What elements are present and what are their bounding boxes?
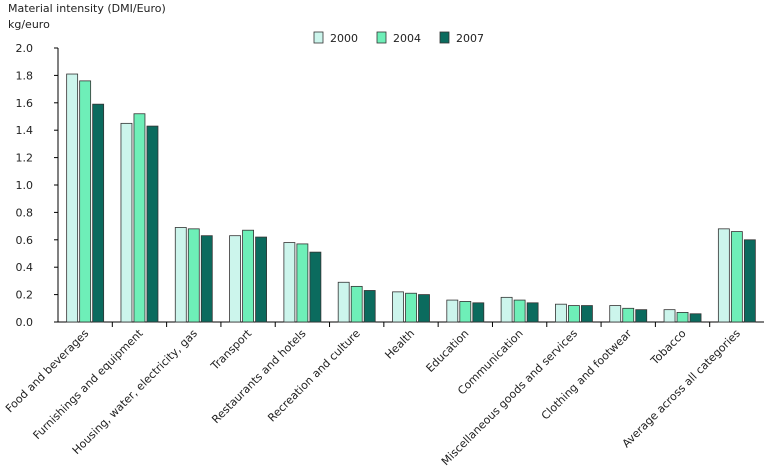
category-label: Restaurants and hotels bbox=[209, 327, 308, 426]
bar bbox=[350, 285, 363, 323]
y-axis-label-line2: kg/euro bbox=[8, 18, 50, 31]
bar bbox=[187, 228, 200, 323]
y-tick-label: 1.2 bbox=[16, 152, 34, 165]
bar bbox=[743, 239, 756, 323]
category-label: Education bbox=[424, 327, 472, 375]
legend-swatch bbox=[376, 31, 387, 44]
bar bbox=[689, 313, 702, 323]
bar bbox=[392, 291, 404, 323]
bar bbox=[242, 229, 254, 323]
bar bbox=[255, 236, 267, 323]
bar bbox=[405, 292, 417, 323]
bar bbox=[609, 305, 622, 323]
bar bbox=[568, 305, 580, 323]
y-tick-label: 1.6 bbox=[16, 97, 34, 110]
legend-swatch bbox=[439, 31, 450, 44]
bar bbox=[79, 80, 92, 323]
y-tick-label: 0.4 bbox=[16, 261, 34, 274]
bar bbox=[296, 243, 309, 323]
bar bbox=[717, 228, 730, 323]
bar bbox=[418, 294, 430, 323]
bar bbox=[229, 235, 241, 323]
y-tick-label: 1.4 bbox=[16, 124, 34, 137]
y-tick-label: 1.8 bbox=[16, 69, 34, 82]
y-tick-label: 2.0 bbox=[16, 42, 34, 55]
bar bbox=[200, 235, 213, 323]
legend-swatch bbox=[313, 31, 324, 44]
category-label: Recreation and culture bbox=[265, 327, 363, 425]
bar bbox=[146, 125, 159, 323]
category-label: Transport bbox=[208, 326, 255, 373]
bar bbox=[337, 281, 350, 323]
bar bbox=[730, 231, 743, 323]
bar bbox=[526, 302, 539, 323]
y-tick-label: 1.0 bbox=[16, 179, 34, 192]
y-tick-label: 0.8 bbox=[16, 206, 34, 219]
y-tick-label: 0.0 bbox=[16, 316, 34, 329]
bar bbox=[92, 103, 105, 323]
y-tick-label: 0.6 bbox=[16, 234, 34, 247]
bar bbox=[283, 242, 296, 323]
category-label: Clothing and footwear bbox=[539, 327, 635, 423]
legend-label: 2007 bbox=[456, 32, 484, 45]
bar bbox=[500, 296, 513, 323]
bar bbox=[459, 301, 472, 323]
bar bbox=[635, 309, 648, 323]
bars bbox=[66, 73, 756, 323]
bar bbox=[472, 302, 485, 323]
legend-label: 2000 bbox=[330, 32, 358, 45]
bar bbox=[363, 290, 376, 323]
bar bbox=[513, 299, 526, 323]
category-label: Furnishings and equipment bbox=[31, 326, 147, 442]
category-label: Tobacco bbox=[648, 327, 689, 368]
bar bbox=[174, 227, 187, 323]
y-tick-label: 0.2 bbox=[16, 289, 34, 302]
category-label: Health bbox=[382, 327, 417, 362]
legend: 2000 2004 2007 bbox=[313, 31, 484, 45]
bar bbox=[120, 122, 133, 323]
bar bbox=[309, 251, 322, 323]
bar bbox=[622, 307, 635, 323]
bar bbox=[676, 312, 689, 323]
y-axis-label-line1: Material intensity (DMI/Euro) bbox=[8, 2, 166, 15]
category-label: Average across all categories bbox=[620, 327, 744, 451]
bar bbox=[66, 73, 79, 323]
bar bbox=[446, 299, 459, 323]
legend-label: 2004 bbox=[393, 32, 421, 45]
bar bbox=[581, 305, 593, 323]
bar bbox=[555, 303, 567, 323]
bar bbox=[663, 309, 676, 323]
bar bbox=[133, 113, 146, 323]
